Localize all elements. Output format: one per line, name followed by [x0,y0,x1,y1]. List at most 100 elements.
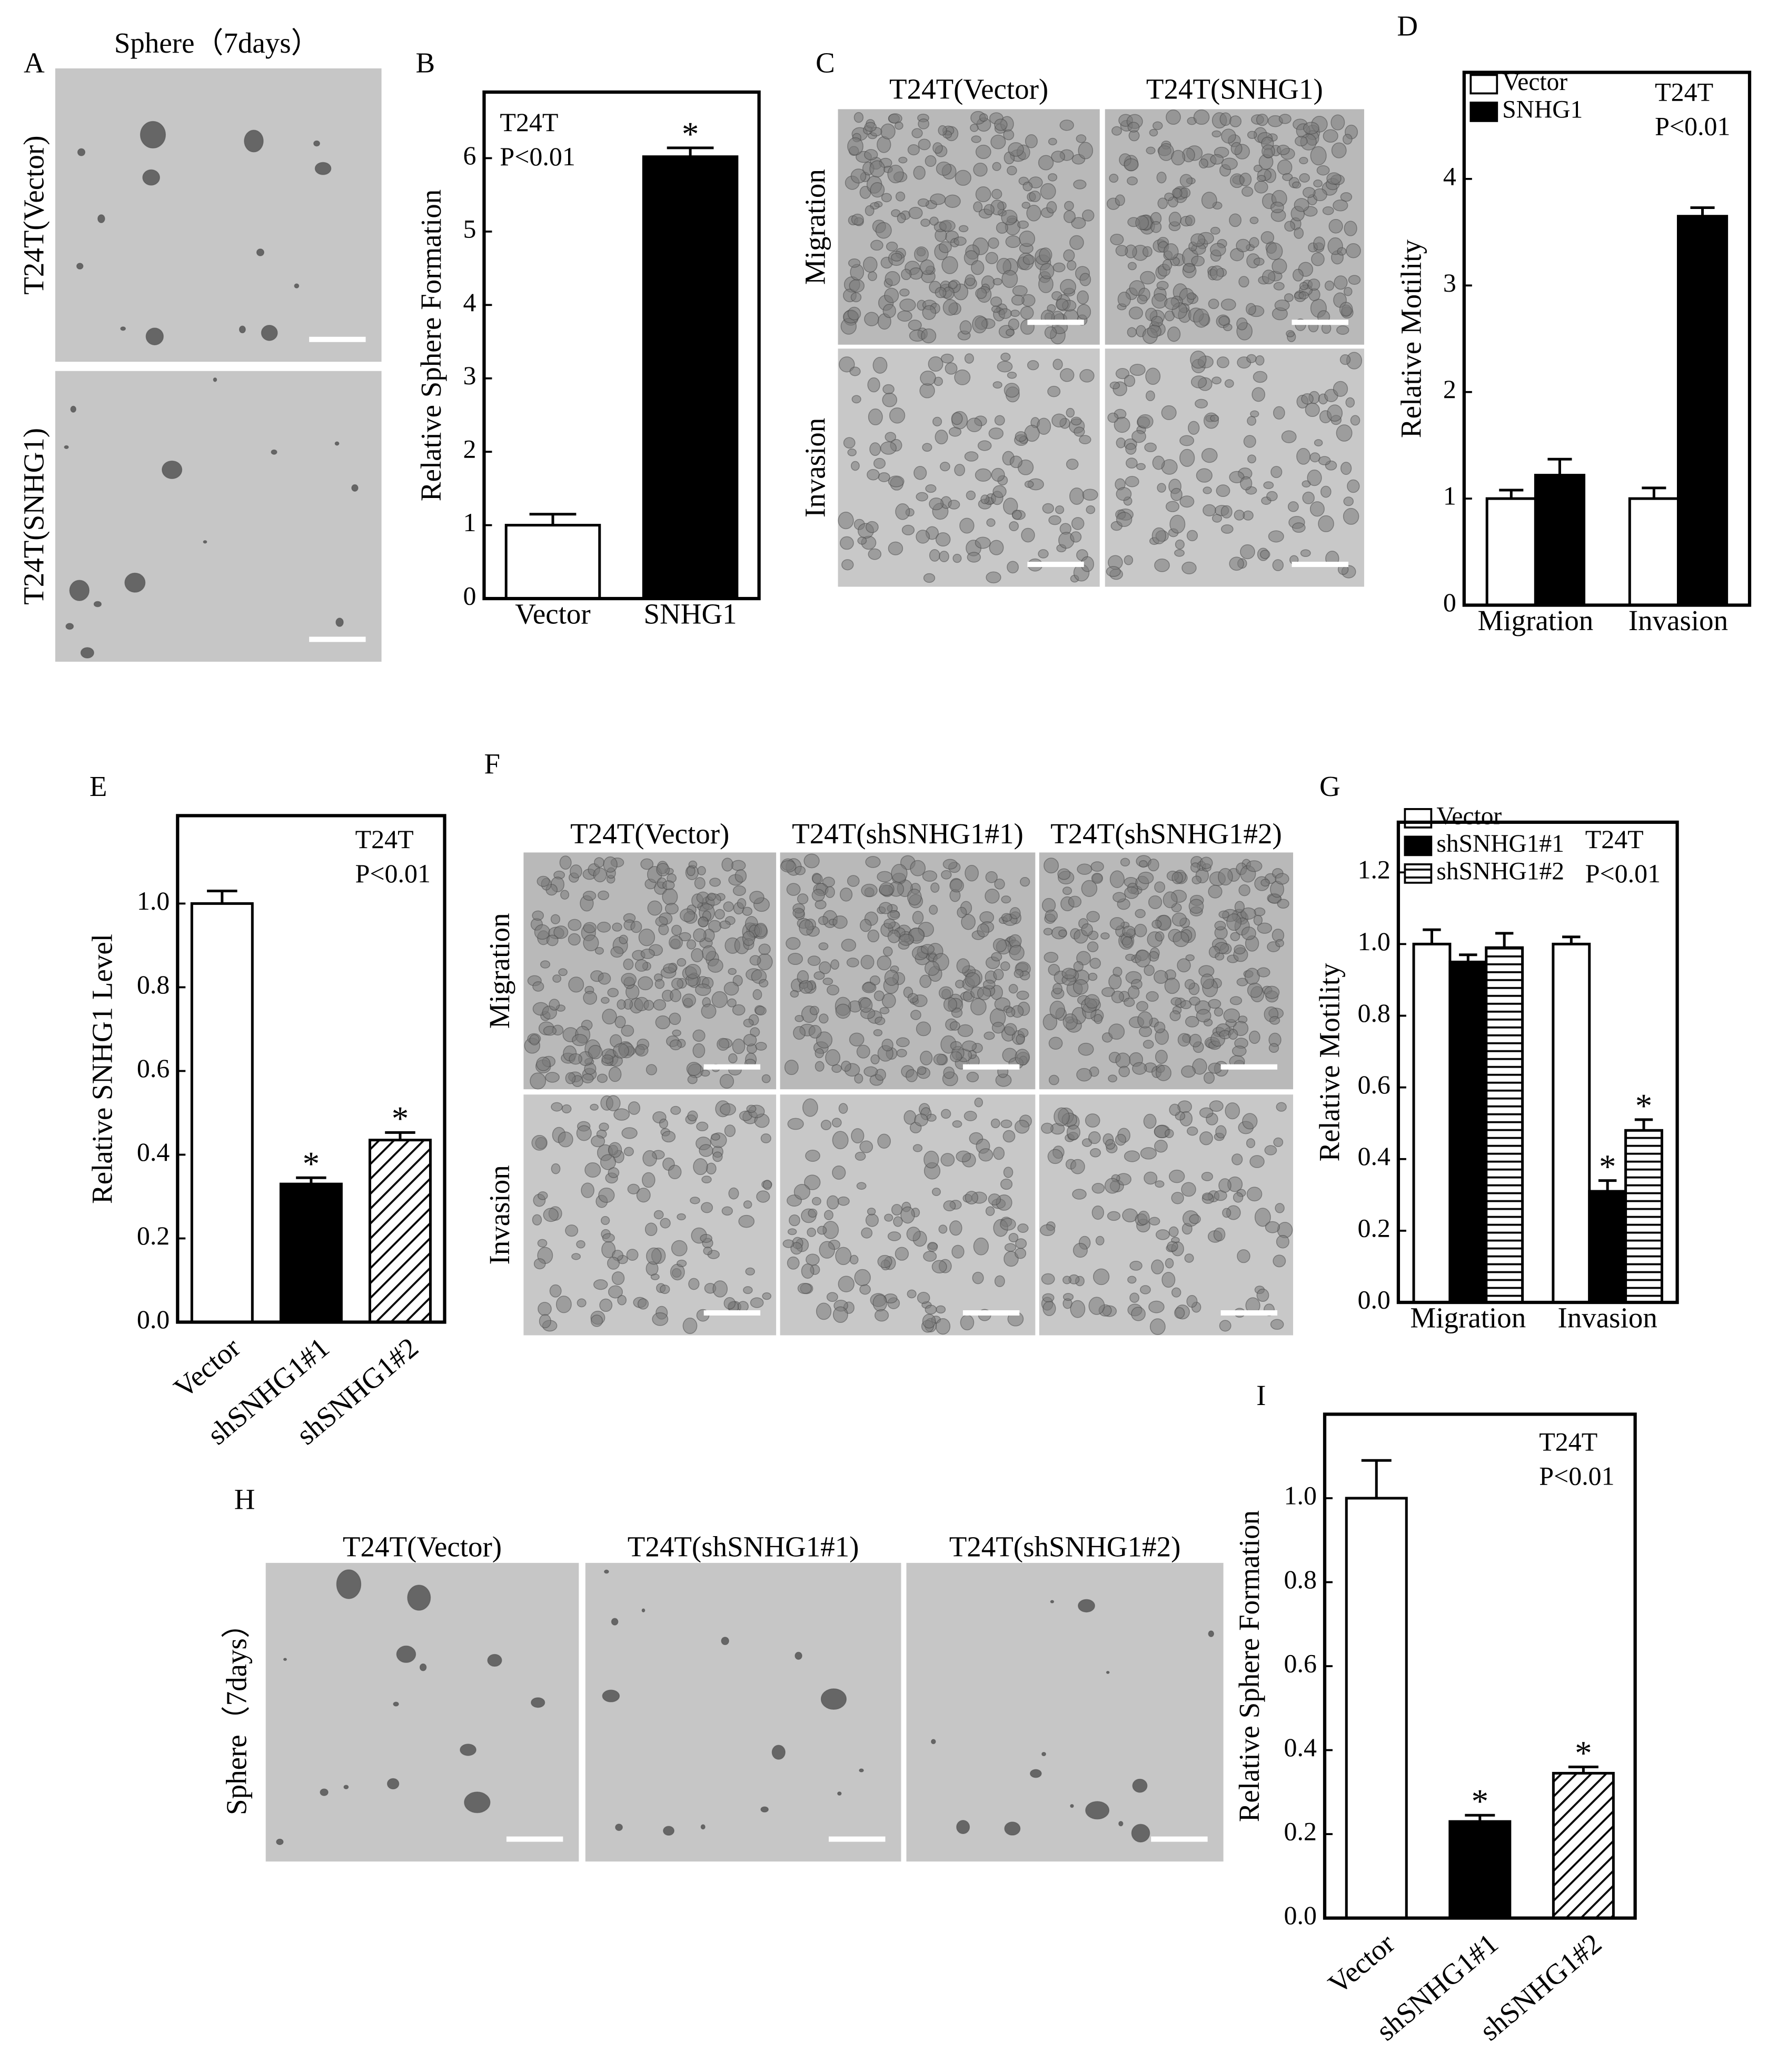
cell [594,857,605,868]
cell [835,1247,852,1266]
cell [1220,505,1233,519]
cell [918,118,930,130]
bar [1485,497,1537,607]
legend-label: Vector [1436,802,1502,830]
cell [532,1214,542,1226]
cell [965,972,980,988]
cell [656,863,670,876]
cell [907,993,919,1003]
cell [662,888,678,905]
cell [642,1172,655,1188]
cell [1184,1253,1194,1263]
cell [1115,245,1128,256]
cell [819,961,831,974]
cell [1187,292,1197,300]
cell [1007,561,1019,574]
cell [1114,416,1130,433]
cell [1313,188,1327,202]
micrograph [265,1562,579,1862]
cell [1150,221,1162,233]
cell [1127,327,1137,337]
cell [822,978,833,985]
cell [604,1569,609,1574]
cell [1169,1103,1181,1116]
cell [971,260,985,275]
cell [975,536,991,549]
cell [1177,1033,1190,1047]
cell [1191,875,1202,884]
cell [1072,1189,1087,1200]
cell [335,617,344,627]
cell [1111,126,1122,136]
cell [1006,1007,1016,1018]
cell [870,1054,880,1064]
cell [560,890,570,900]
cell [920,218,930,227]
cell [847,875,860,887]
cell [816,1031,833,1049]
cell [940,1153,955,1167]
cell [1091,1206,1105,1220]
cell [843,437,856,449]
cell [1165,501,1180,512]
cell [1320,485,1332,498]
cell [1266,242,1283,261]
cell [1157,483,1166,493]
cell [886,241,898,252]
panel-letter: E [90,770,107,802]
cell [929,497,944,511]
cell [1186,530,1198,542]
cell [1275,1203,1285,1213]
cell [1086,505,1096,514]
cell [608,1142,622,1158]
cell [1071,517,1085,530]
cell [787,1228,797,1236]
cell [866,521,879,533]
bar [1485,946,1524,1304]
cell [1300,549,1311,557]
cell [966,1071,979,1082]
cell [1193,308,1210,328]
cell [661,1131,676,1143]
cell [1148,1300,1165,1313]
cell [1068,895,1082,908]
cell [943,1200,956,1212]
bar [190,902,254,1324]
cell [1164,192,1174,201]
cell [743,1033,757,1047]
cell [271,449,277,455]
row-label: Migration [483,913,515,1029]
cell [1242,1113,1258,1130]
cell [668,1164,682,1180]
cell [993,1147,1005,1160]
cell [851,395,861,404]
cell [600,1154,617,1170]
cell [1137,294,1148,304]
cell [1257,967,1270,978]
cell [1287,501,1299,512]
cell [724,1124,736,1137]
cell [711,1133,720,1141]
cell [608,1067,622,1082]
bar [1448,960,1488,1304]
micrograph-background [906,1562,1224,1862]
cell [1044,326,1057,339]
cell [1012,285,1028,296]
cell [1154,558,1170,572]
cell [851,213,864,226]
cell [1247,131,1257,139]
cell [898,933,914,946]
cell [669,935,683,950]
cell [532,981,544,992]
x-tick-label: Vector [168,1331,246,1404]
micrograph-background [1105,348,1364,587]
cell [1269,1016,1280,1025]
cell [1166,109,1181,125]
significance-star: * [1575,1734,1592,1772]
cell [1284,293,1294,302]
cell [1116,487,1132,501]
cell [1115,1133,1127,1146]
cell [749,891,764,904]
cell [941,256,958,274]
cell [819,1241,836,1259]
